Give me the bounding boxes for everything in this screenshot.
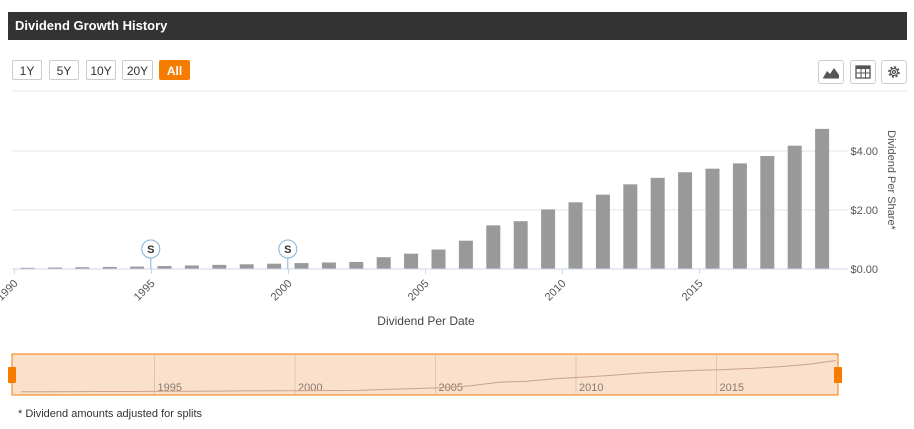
split-marker-circle: [278, 239, 298, 259]
area-chart-icon: [823, 68, 839, 79]
footnote: * Dividend amounts adjusted for splits: [18, 408, 203, 420]
bar: [650, 177, 665, 269]
x-tick-label: 2000: [269, 278, 295, 304]
x-tick-label: 2005: [406, 278, 432, 304]
bar: [376, 257, 391, 269]
y-axis-title: Dividend Per Share*: [885, 130, 897, 230]
split-marker-label: S: [284, 244, 291, 256]
bar: [212, 264, 227, 269]
navigator[interactable]: 1995 2000 2005 2010 2015: [8, 353, 842, 396]
split-marker-label: S: [147, 244, 154, 256]
widget-header: Dividend Growth History: [8, 12, 907, 40]
navigator-tick-label: 2015: [720, 382, 744, 394]
navigator-tick-label: 2000: [298, 382, 322, 394]
y-tick-label: $0.00: [850, 264, 878, 276]
y-tick-label: $4.00: [850, 146, 878, 158]
bar: [431, 249, 446, 269]
bar: [75, 267, 90, 269]
bar: [184, 265, 199, 269]
gear-icon: [888, 66, 900, 78]
x-tick-label: 2015: [680, 278, 706, 304]
range-20y-button[interactable]: 20Y: [122, 60, 153, 80]
bar: [486, 225, 501, 269]
bar: [513, 221, 528, 269]
dividend-chart: 1990 1995 2000 2005 2010 2015 $0.00 $2.00 $4.00…: [0, 90, 907, 396]
table-icon: [855, 65, 871, 79]
bar: [349, 261, 364, 269]
bar: [20, 267, 35, 269]
x-tick-label: 1995: [132, 278, 158, 304]
chart-type-button[interactable]: [818, 60, 844, 84]
range-5y-button[interactable]: 5Y: [49, 60, 79, 80]
x-axis-title: Dividend Per Date: [377, 314, 475, 328]
bar: [157, 266, 172, 269]
settings-button[interactable]: [881, 60, 907, 84]
navigator-window[interactable]: [11, 353, 839, 396]
bar: [47, 267, 62, 269]
bar: [568, 202, 583, 269]
table-view-button[interactable]: [850, 60, 876, 84]
bar: [458, 240, 473, 269]
widget-title: Dividend Growth History: [15, 18, 168, 33]
bar: [294, 263, 309, 269]
bar: [623, 184, 638, 269]
split-marker[interactable]: S: [278, 239, 298, 269]
bar: [760, 156, 775, 269]
bar: [732, 163, 747, 269]
x-tick-label: 1990: [0, 278, 21, 304]
range-10y-button[interactable]: 10Y: [86, 60, 116, 80]
bar: [541, 209, 556, 269]
bar: [404, 253, 419, 269]
split-marker[interactable]: S: [141, 239, 161, 269]
range-all-button[interactable]: All: [159, 60, 190, 80]
navigator-tick-label: 1995: [158, 382, 182, 394]
navigator-left-handle[interactable]: [8, 367, 16, 383]
y-tick-label: $2.00: [850, 205, 878, 217]
bar: [130, 266, 145, 269]
bar: [815, 128, 830, 269]
bar: [678, 172, 693, 269]
range-1y-button[interactable]: 1Y: [12, 60, 42, 80]
x-tick-label: 2010: [543, 278, 569, 304]
bar: [595, 194, 610, 269]
bar: [267, 263, 282, 269]
navigator-series-line: [21, 360, 836, 393]
bar: [102, 266, 117, 269]
bar: [321, 262, 336, 269]
navigator-tick-label: 2010: [579, 382, 603, 394]
bar: [705, 168, 720, 269]
navigator-tick-label: 2005: [439, 382, 463, 394]
navigator-right-handle[interactable]: [834, 367, 842, 383]
bar: [787, 145, 802, 269]
split-marker-circle: [141, 239, 161, 259]
bar: [239, 264, 254, 269]
